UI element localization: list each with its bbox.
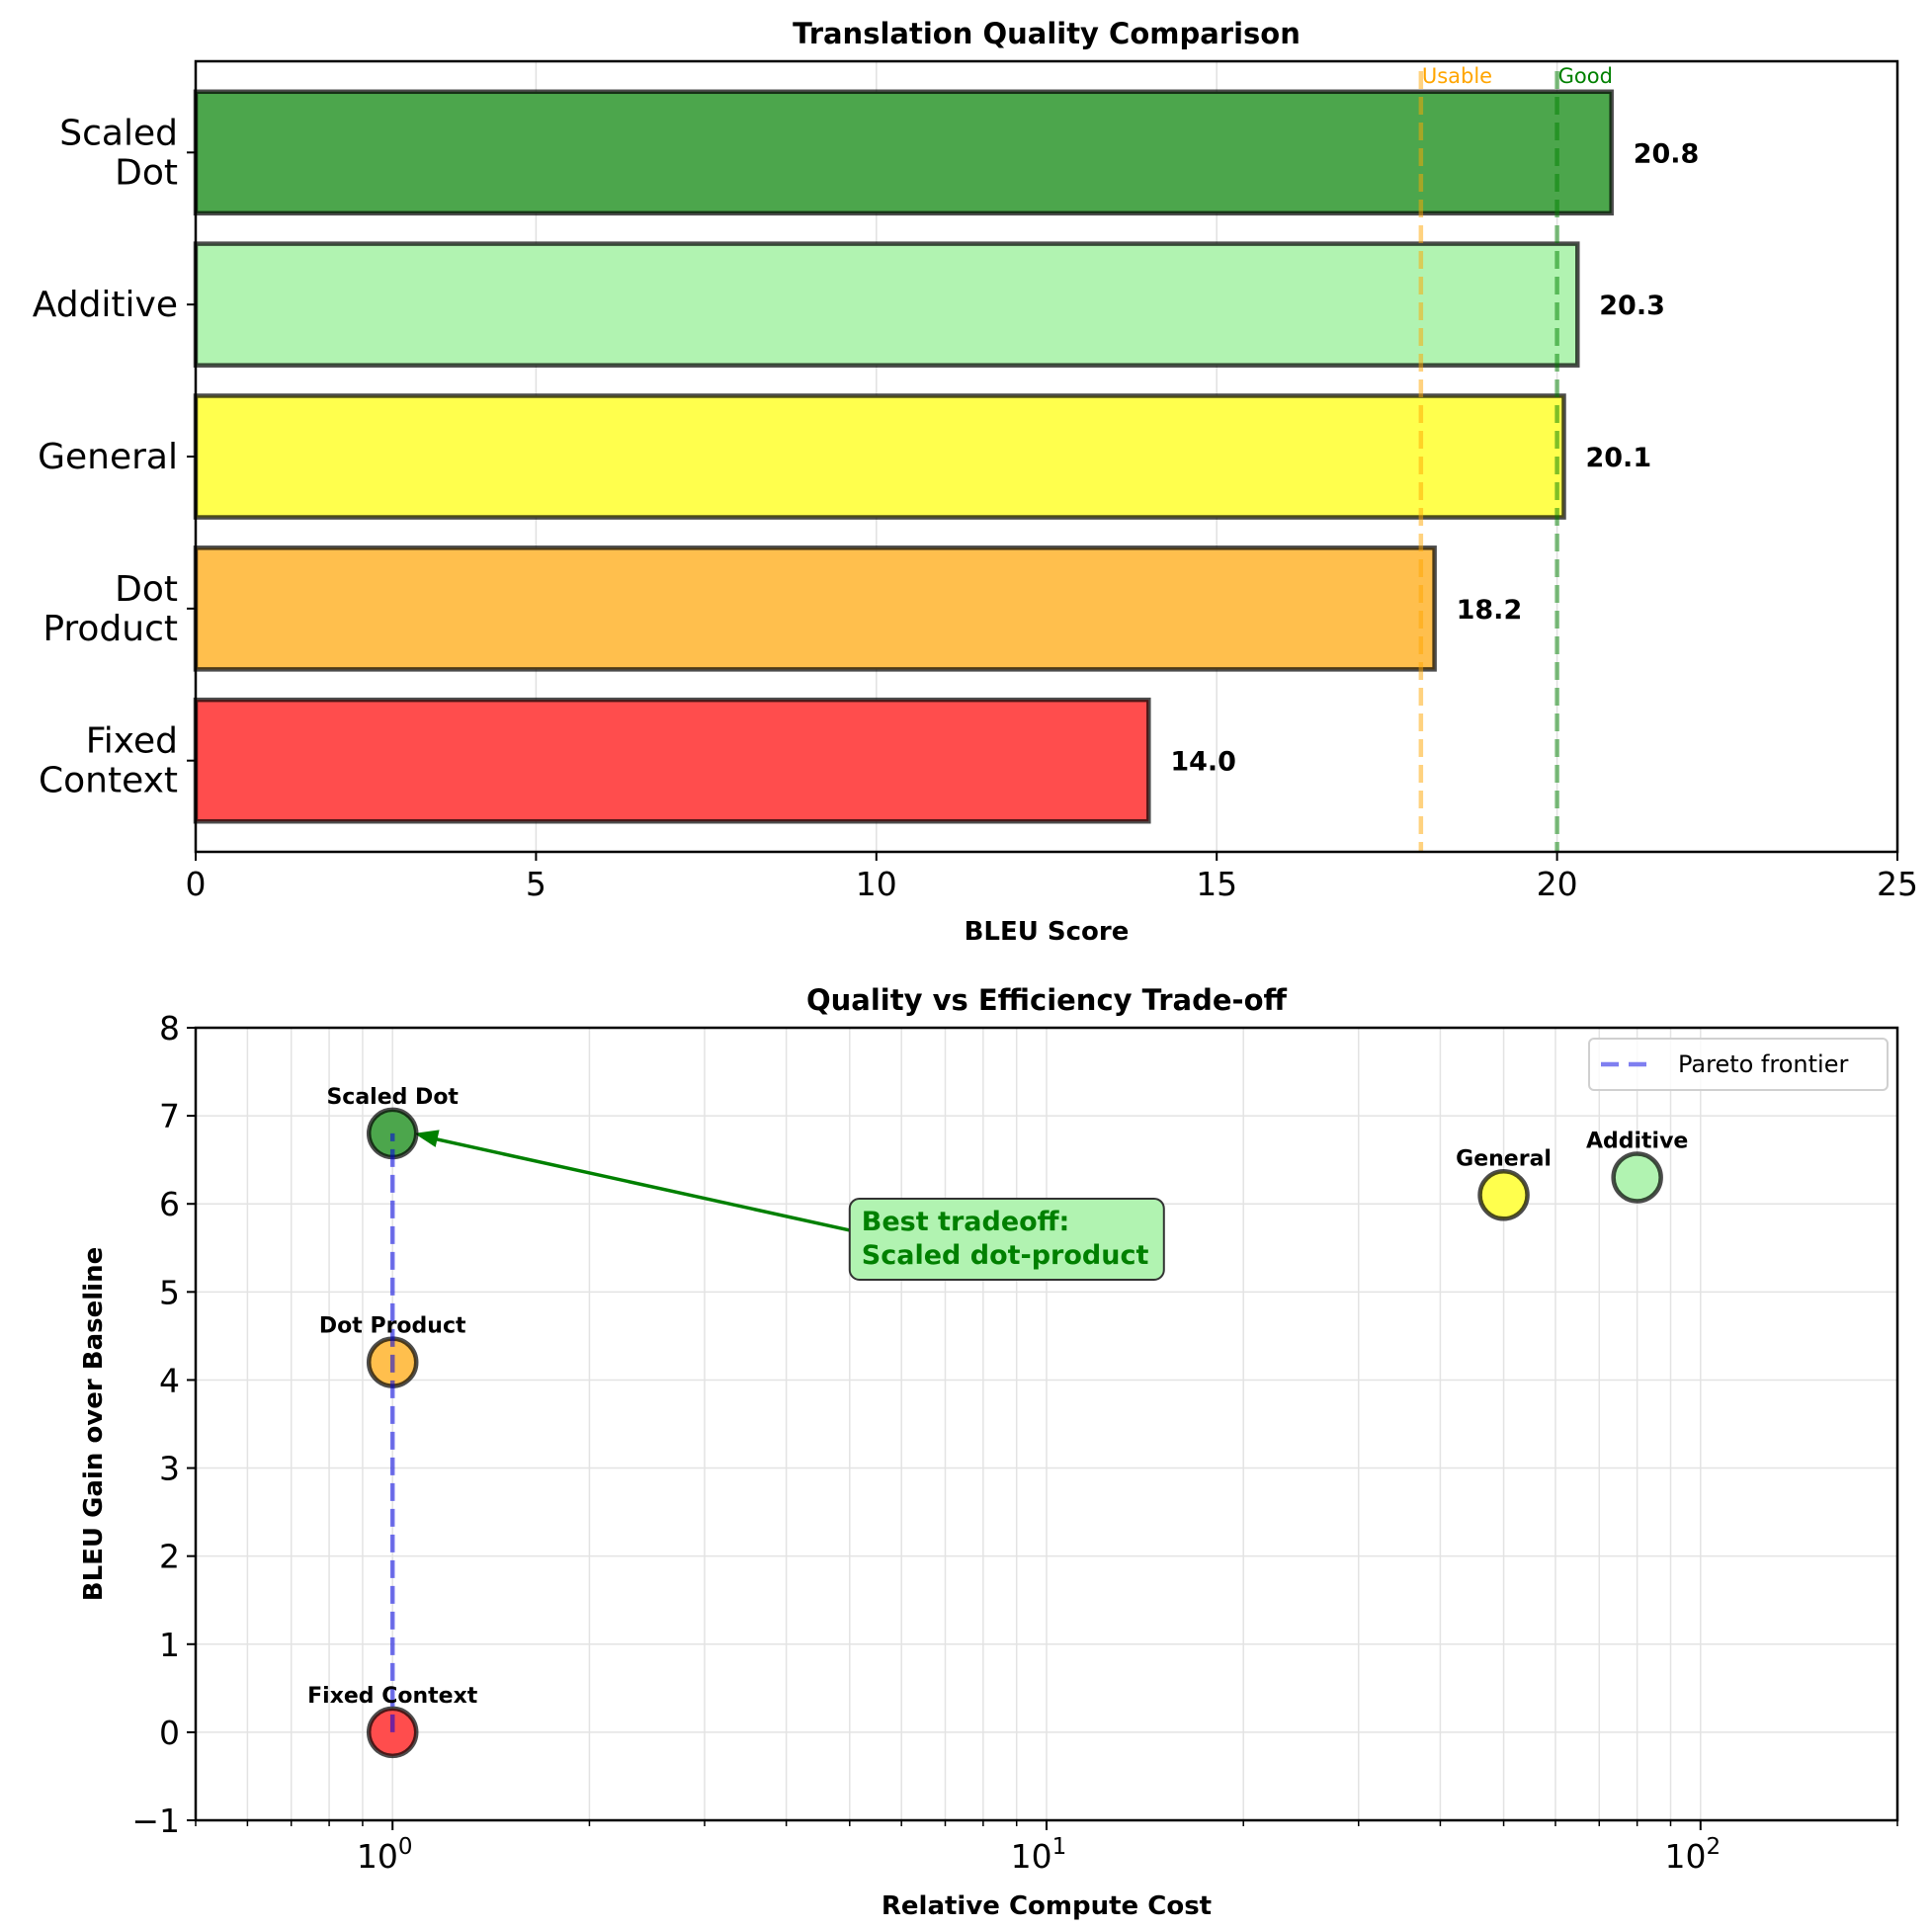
annotation-box-bg <box>848 1197 1165 1281</box>
annotation-arrow <box>414 1130 851 1232</box>
reference-line-label: Good <box>1558 64 1613 88</box>
scatter-point <box>1477 1169 1530 1221</box>
y-tick-label: 2 <box>159 1538 180 1576</box>
y-tick-label: −1 <box>131 1802 180 1840</box>
y-tick-label: 4 <box>159 1361 180 1399</box>
category-label-line: Product <box>42 609 178 649</box>
x-tick-exponent: 1 <box>1052 1834 1067 1860</box>
point-label: Dot Product <box>319 1314 466 1339</box>
x-tick-label: 20 <box>1537 865 1578 903</box>
reference-lines: Usable Good <box>1418 64 1613 852</box>
y-tick-label: 8 <box>159 1009 180 1048</box>
bar-value-label: 20.3 <box>1599 291 1665 321</box>
y-tick-label: 0 <box>159 1714 180 1752</box>
x-tick-label: 100 <box>357 1834 413 1876</box>
point-label: Fixed Context <box>307 1684 478 1709</box>
arrow-shaft <box>427 1135 851 1232</box>
bar-value-label: 20.1 <box>1585 443 1651 473</box>
bottom-y-ticks: −1 0 1 2 3 4 5 6 7 8 <box>131 1009 196 1840</box>
category-label: Fixed Context <box>39 721 178 801</box>
x-tick-label: 102 <box>1664 1834 1721 1876</box>
bottom-grid <box>195 1027 1898 1821</box>
y-tick-label: 5 <box>159 1273 180 1311</box>
bar <box>193 393 1566 520</box>
category-label: General <box>38 437 178 477</box>
category-label-line: Dot <box>115 569 178 610</box>
point-label: Additive <box>1586 1129 1688 1153</box>
reference-line-label: Usable <box>1422 64 1492 88</box>
legend: Pareto frontier <box>1588 1038 1889 1091</box>
bar-value-label: 20.8 <box>1634 138 1700 169</box>
bar <box>193 89 1614 216</box>
bar-value-label: 18.2 <box>1457 595 1523 626</box>
annotation-box: Best tradeoff:Scaled dot-product <box>848 1197 1165 1281</box>
category-label: Additive <box>33 285 178 325</box>
bottom-x-axis-label: Relative Compute Cost <box>882 1891 1212 1921</box>
y-tick-label: 7 <box>159 1097 180 1135</box>
category-label-line: Scaled <box>59 113 178 153</box>
point-label: General <box>1456 1146 1552 1171</box>
category-label: Scaled Dot <box>59 113 178 193</box>
annotation-text: Best tradeoff: <box>862 1207 1070 1237</box>
category-label-line: Additive <box>33 285 178 325</box>
bars <box>193 89 1614 824</box>
bar-value-labels: 14.0 18.2 20.1 20.3 20.8 <box>1170 138 1699 777</box>
top-chart-title: Translation Quality Comparison <box>793 17 1301 50</box>
y-tick-label: 1 <box>159 1626 180 1664</box>
category-label-line: General <box>38 437 178 477</box>
x-tick-label: 15 <box>1196 865 1237 903</box>
bottom-x-ticks: 100 101 102 <box>195 1820 1898 1876</box>
category-label-line: Dot <box>115 152 178 193</box>
x-tick-exponent: 0 <box>398 1834 413 1860</box>
scatter-chart: Fixed Context Dot Product General Additive S… <box>79 983 1899 1921</box>
x-tick-label: 25 <box>1877 865 1918 903</box>
bottom-y-axis-label: BLEU Gain over Baseline <box>79 1247 109 1601</box>
legend-frame <box>1588 1038 1889 1091</box>
bar-value-label: 14.0 <box>1170 747 1236 778</box>
point-label: Scaled Dot <box>326 1085 459 1110</box>
category-label: Dot Product <box>42 569 178 649</box>
x-tick-exponent: 2 <box>1706 1834 1721 1860</box>
bar <box>193 545 1437 672</box>
bar <box>193 697 1151 824</box>
annotation-text: Scaled dot-product <box>862 1240 1149 1271</box>
scatter-point <box>1611 1151 1663 1204</box>
legend-label: Pareto frontier <box>1678 1050 1848 1078</box>
x-tick-label: 10 <box>856 865 897 903</box>
y-tick-label: 6 <box>159 1185 180 1223</box>
arrow-head <box>414 1130 440 1147</box>
x-tick-label: 5 <box>526 865 546 903</box>
point-labels: Fixed Context Dot Product General Additive S… <box>307 1085 1688 1709</box>
x-tick-label: 101 <box>1011 1834 1067 1876</box>
category-label-line: Context <box>39 761 178 801</box>
y-tick-label: 3 <box>159 1450 180 1488</box>
x-tick-label: 0 <box>186 865 207 903</box>
bar <box>193 241 1580 368</box>
top-x-ticks: 0 5 10 15 20 25 <box>186 852 1918 903</box>
top-x-axis-label: BLEU Score <box>965 917 1130 947</box>
bottom-chart-title: Quality vs Efficiency Trade-off <box>806 983 1288 1017</box>
category-label-line: Fixed <box>86 721 178 762</box>
